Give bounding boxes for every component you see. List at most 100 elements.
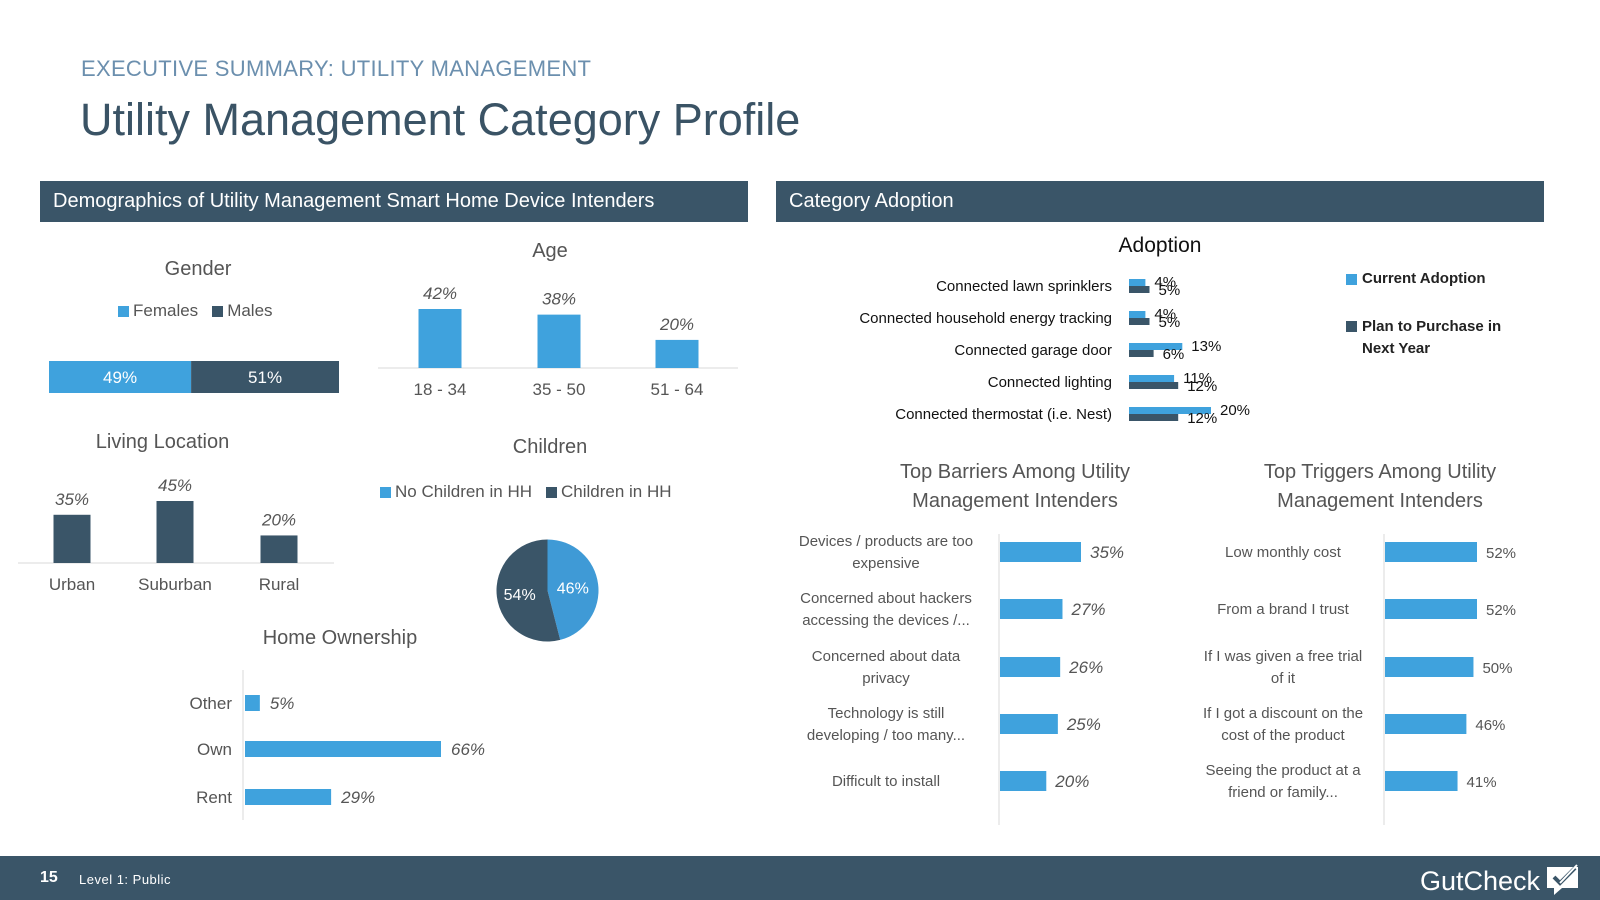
data-label-triggers-3: 46% bbox=[1475, 717, 1505, 734]
gender-legend: Females Males bbox=[118, 301, 273, 321]
bar-adoption-current-4 bbox=[1129, 407, 1211, 414]
adoption-legend: Current Adoption Plan to Purchase in Nex… bbox=[1346, 268, 1516, 360]
legend-children: Children in HH bbox=[561, 482, 672, 501]
gender-bar-males bbox=[191, 361, 339, 393]
data-label-adoption-current-3: 11% bbox=[1183, 370, 1212, 387]
bar-triggers-1 bbox=[1385, 599, 1477, 619]
tick-label-triggers-3-0: If I got a discount on the bbox=[1203, 705, 1363, 722]
triggers-chart: 52% Low monthly cost 52% From a brand I tru… bbox=[1203, 534, 1516, 825]
gender-label-females: 49% bbox=[103, 368, 137, 387]
bar-home-2 bbox=[245, 789, 332, 805]
logo-text: GutCheck bbox=[1420, 865, 1541, 896]
tick-label-triggers-2-0: If I was given a free trial bbox=[1204, 648, 1362, 665]
bar-age-1 bbox=[537, 314, 581, 368]
legend-current-adoption: Current Adoption bbox=[1362, 270, 1486, 287]
data-label-living-0: 35% bbox=[55, 490, 89, 509]
tick-label-adoption-1: Connected household energy tracking bbox=[859, 310, 1112, 327]
bar-adoption-current-1 bbox=[1129, 311, 1146, 318]
barriers-chart-title: Top Barriers Among Utility Management In… bbox=[860, 458, 1170, 516]
bar-barriers-2 bbox=[1000, 657, 1061, 677]
classification-label: Level 1: Public bbox=[79, 872, 172, 887]
adoption-chart-title: Adoption bbox=[1118, 234, 1202, 257]
bar-living-0 bbox=[53, 514, 91, 563]
tick-label-barriers-2-1: privacy bbox=[862, 670, 910, 687]
data-label-home-0: 5% bbox=[270, 694, 295, 713]
data-label-age-0: 42% bbox=[423, 284, 457, 303]
tick-label-barriers-1-1: accessing the devices /... bbox=[802, 612, 970, 629]
bar-home-0 bbox=[245, 695, 260, 711]
tick-label-barriers-0-1: expensive bbox=[852, 555, 920, 572]
data-label-triggers-2: 50% bbox=[1482, 660, 1512, 677]
triggers-chart-title: Top Triggers Among Utility Management In… bbox=[1225, 458, 1535, 516]
page-title: Utility Management Category Profile bbox=[80, 94, 801, 145]
pie-label-no-children: 46% bbox=[557, 580, 589, 597]
tick-label-adoption-0: Connected lawn sprinklers bbox=[936, 278, 1112, 295]
data-label-adoption-current-0: 4% bbox=[1154, 274, 1176, 291]
pie-slice-no-children bbox=[547, 539, 599, 640]
bar-triggers-3 bbox=[1385, 714, 1467, 734]
bar-adoption-plan-1 bbox=[1129, 318, 1150, 325]
tick-label-barriers-2-0: Concerned about data bbox=[812, 648, 961, 665]
tick-label-living-2: Rural bbox=[259, 575, 300, 594]
data-label-home-2: 29% bbox=[340, 788, 375, 807]
triggers-title-line-2: Management Intenders bbox=[1277, 490, 1483, 512]
tick-label-home-2: Rent bbox=[196, 788, 232, 807]
data-label-adoption-plan-3: 12% bbox=[1187, 378, 1217, 395]
age-chart-title: Age bbox=[532, 240, 568, 262]
data-label-triggers-0: 52% bbox=[1486, 545, 1516, 562]
data-label-triggers-4: 41% bbox=[1467, 774, 1497, 791]
males-swatch bbox=[212, 305, 224, 317]
children-legend: No Children in HH Children in HH bbox=[380, 482, 672, 502]
bar-living-1 bbox=[156, 501, 194, 563]
data-label-adoption-current-2: 13% bbox=[1191, 338, 1221, 355]
gender-chart: 49% 51% bbox=[49, 361, 339, 393]
data-label-living-1: 45% bbox=[158, 476, 192, 495]
data-label-age-2: 20% bbox=[659, 315, 694, 334]
legend-no-children: No Children in HH bbox=[395, 482, 532, 501]
bar-adoption-plan-3 bbox=[1129, 382, 1179, 389]
footer-bar bbox=[0, 856, 1600, 900]
barriers-chart: 35% Devices / products are too expensive 27… bbox=[799, 533, 1124, 825]
data-label-adoption-plan-4: 12% bbox=[1187, 410, 1217, 427]
data-label-age-1: 38% bbox=[542, 290, 576, 309]
tick-label-living-0: Urban bbox=[49, 575, 95, 594]
bar-barriers-3 bbox=[1000, 714, 1058, 734]
living-chart: 35% Urban 45% Suburban 20% Rural bbox=[18, 476, 334, 594]
bar-triggers-2 bbox=[1385, 657, 1474, 677]
triggers-title-line-1: Top Triggers Among Utility bbox=[1263, 461, 1497, 483]
bar-age-0 bbox=[418, 309, 462, 368]
tick-label-triggers-1-0: From a brand I trust bbox=[1217, 601, 1350, 618]
tick-label-barriers-0-0: Devices / products are too bbox=[799, 533, 973, 550]
data-label-barriers-0: 35% bbox=[1090, 543, 1124, 562]
bar-adoption-plan-2 bbox=[1129, 350, 1154, 357]
gender-label-males: 51% bbox=[248, 368, 282, 387]
children-chart-title: Children bbox=[512, 436, 588, 458]
current-adoption-swatch bbox=[1346, 273, 1357, 285]
tick-label-triggers-0-0: Low monthly cost bbox=[1225, 544, 1342, 561]
tick-label-barriers-3-0: Technology is still bbox=[828, 705, 945, 722]
bar-barriers-4 bbox=[1000, 771, 1047, 791]
data-label-living-2: 20% bbox=[261, 510, 296, 529]
adoption-section-header: Category Adoption bbox=[776, 181, 1544, 222]
data-label-barriers-1: 27% bbox=[1070, 600, 1105, 619]
gender-chart-title: Gender bbox=[164, 258, 232, 280]
data-label-adoption-plan-1: 5% bbox=[1159, 314, 1181, 331]
age-chart: 42% 18 - 34 38% 35 - 50 20% 51 - 64 bbox=[378, 284, 738, 399]
tick-label-living-1: Suburban bbox=[138, 575, 212, 594]
pie-slice-children bbox=[496, 539, 561, 642]
adoption-chart: Connected lawn sprinklers 4% 5% Connected h… bbox=[859, 274, 1250, 427]
bar-age-2 bbox=[655, 339, 699, 368]
tick-label-home-0: Other bbox=[189, 694, 232, 713]
females-swatch bbox=[118, 305, 129, 317]
tick-label-barriers-1-0: Concerned about hackers bbox=[800, 590, 972, 607]
tick-label-triggers-2-1: of it bbox=[1271, 670, 1296, 687]
pie-label-children: 54% bbox=[504, 587, 536, 604]
gutcheck-logo: GutCheck bbox=[1420, 864, 1584, 898]
bar-adoption-plan-0 bbox=[1129, 286, 1150, 293]
tick-label-age-0: 18 - 34 bbox=[414, 380, 467, 399]
demographics-section-header: Demographics of Utility Management Smart… bbox=[40, 181, 748, 222]
tick-label-triggers-4-0: Seeing the product at a bbox=[1205, 762, 1361, 779]
children-swatch bbox=[546, 486, 557, 498]
tick-label-age-1: 35 - 50 bbox=[533, 380, 586, 399]
bar-living-2 bbox=[260, 535, 298, 563]
